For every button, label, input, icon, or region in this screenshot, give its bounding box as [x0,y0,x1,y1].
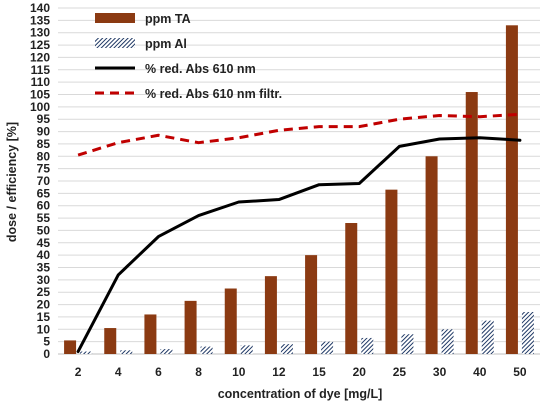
y-tick-label: 30 [37,273,51,287]
y-tick-label: 55 [37,211,51,225]
y-tick-label: 45 [37,236,51,250]
y-tick-label: 140 [30,1,50,15]
legend-swatch [95,38,135,48]
bar-ppm-al [521,311,534,354]
bar-ppm-ta [505,25,518,355]
bar-ppm-ta [385,189,398,354]
series-line--red-abs-610-nm [76,136,522,354]
y-tick-label: 25 [37,285,51,299]
y-tick-label: 95 [37,112,51,126]
y-tick-label: 40 [37,248,51,262]
x-tick-label: 4 [115,365,122,379]
bar-ppm-ta [224,288,237,354]
x-tick-label: 2 [75,365,82,379]
bar-ppm-al [441,329,454,354]
bar-ppm-ta [305,255,318,354]
bar-ppm-ta [64,340,77,354]
legend: ppm TA ppm Al % red. Abs 610 nm % red. Abs … [95,12,282,101]
y-tick-label: 130 [30,26,50,40]
bars [64,25,534,355]
bar-ppm-al [200,346,213,354]
y-tick-label: 120 [30,50,50,64]
bar-ppm-ta [345,223,358,354]
y-tick-label: 0 [43,347,50,361]
bar-ppm-ta [264,276,277,354]
y-tick-label: 100 [30,100,50,114]
bar-ppm-al [361,337,374,354]
y-tick-label: 20 [37,298,51,312]
bar-ppm-al [321,341,334,354]
bar-ppm-ta [144,314,157,354]
x-tick-label: 40 [473,365,487,379]
bar-ppm-al [401,334,414,354]
series-line--red-abs-610-nm-filtr- [77,112,521,157]
y-tick-label: 105 [30,88,50,102]
bar-ppm-ta [465,92,478,355]
y-tick-label: 15 [37,310,51,324]
legend-label: % red. Abs 610 nm filtr. [145,87,282,101]
x-tick-label: 6 [155,365,162,379]
y-tick-label: 75 [37,162,51,176]
legend-swatch [95,13,135,23]
y-tick-label: 125 [30,38,50,52]
y-tick-label: 65 [37,186,51,200]
ticks: 0510152025303540455055606570758085909510… [30,1,527,379]
legend-label: % red. Abs 610 nm [145,62,256,76]
x-tick-label: 10 [232,365,246,379]
y-tick-label: 10 [37,322,51,336]
x-tick-label: 20 [353,365,367,379]
y-tick-label: 60 [37,199,51,213]
x-tick-label: 15 [312,365,326,379]
y-tick-label: 110 [31,75,51,89]
y-tick-label: 80 [37,149,51,163]
bar-ppm-ta [104,328,117,354]
lines [76,112,522,354]
bar-ppm-al [120,350,133,354]
x-axis-title: concentration of dye [mg/L] [218,387,383,401]
y-tick-label: 5 [43,335,50,349]
bar-ppm-al [481,320,494,354]
y-tick-label: 50 [37,223,51,237]
bar-ppm-al [160,349,173,354]
y-tick-label: 35 [37,261,51,275]
y-tick-label: 115 [31,63,51,77]
x-tick-label: 25 [393,365,407,379]
bar-ppm-al [280,344,293,354]
x-tick-label: 30 [433,365,447,379]
x-tick-label: 12 [272,365,286,379]
bar-ppm-ta [184,300,197,354]
legend-label: ppm TA [145,12,191,26]
legend-label: ppm Al [145,37,187,51]
y-tick-label: 90 [37,125,51,139]
x-tick-label: 8 [195,365,202,379]
y-tick-label: 135 [30,13,50,27]
y-axis-title: dose / efficiency [%] [5,122,19,242]
bar-ppm-al [80,351,93,354]
x-tick-label: 50 [513,365,527,379]
y-tick-label: 85 [37,137,51,151]
bar-ppm-al [240,345,253,354]
y-tick-label: 70 [37,174,51,188]
bar-ppm-ta [425,156,438,354]
